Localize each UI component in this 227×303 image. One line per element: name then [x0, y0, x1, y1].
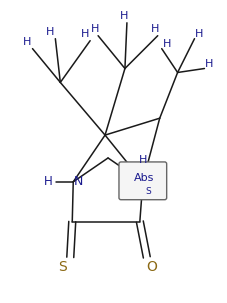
Text: H: H [23, 37, 32, 47]
Text: H: H [195, 29, 203, 39]
Text: H: H [46, 27, 54, 37]
Text: N: N [73, 175, 83, 188]
Text: H: H [150, 24, 158, 34]
Text: H: H [204, 58, 213, 68]
Text: H: H [119, 11, 128, 21]
Text: H: H [162, 39, 170, 49]
Text: S: S [58, 260, 67, 274]
Text: S: S [144, 187, 150, 196]
Text: H: H [81, 29, 89, 39]
Text: Abs: Abs [133, 173, 153, 183]
Text: H: H [44, 175, 52, 188]
Text: O: O [146, 260, 157, 274]
FancyBboxPatch shape [118, 162, 166, 200]
Text: H: H [138, 155, 146, 165]
Text: H: H [91, 24, 99, 34]
